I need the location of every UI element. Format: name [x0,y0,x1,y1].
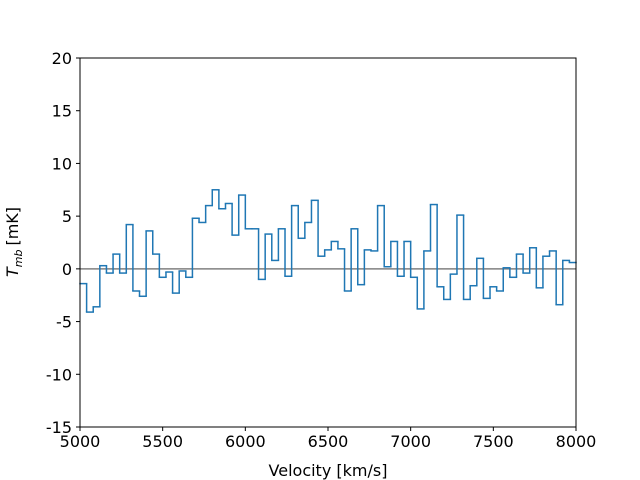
y-tick-label: -15 [46,418,72,437]
y-axis-label: Tmb [mK] [3,207,25,277]
x-axis-label: Velocity [km/s] [269,461,388,480]
y-tick-label: 0 [62,260,72,279]
x-tick-label: 7500 [473,432,514,451]
x-tick-label: 8000 [556,432,597,451]
x-tick-label: 6500 [308,432,349,451]
y-tick-label: 20 [52,49,72,68]
x-tick-label: 5000 [60,432,101,451]
x-tick-label: 6000 [225,432,266,451]
y-tick-label: 15 [52,102,72,121]
y-tick-label: -5 [56,313,72,332]
x-tick-label: 7000 [390,432,431,451]
y-label-symbol: T [3,266,22,277]
y-tick-label: 5 [62,207,72,226]
step-risers [85,189,571,313]
y-tick-label: 10 [52,154,72,173]
y-label-subscript: mb [12,250,25,268]
y-label-unit: [mK] [3,207,22,246]
plot-frame [79,57,577,428]
x-tick-label: 5500 [142,432,183,451]
y-tick-label: -10 [46,365,72,384]
